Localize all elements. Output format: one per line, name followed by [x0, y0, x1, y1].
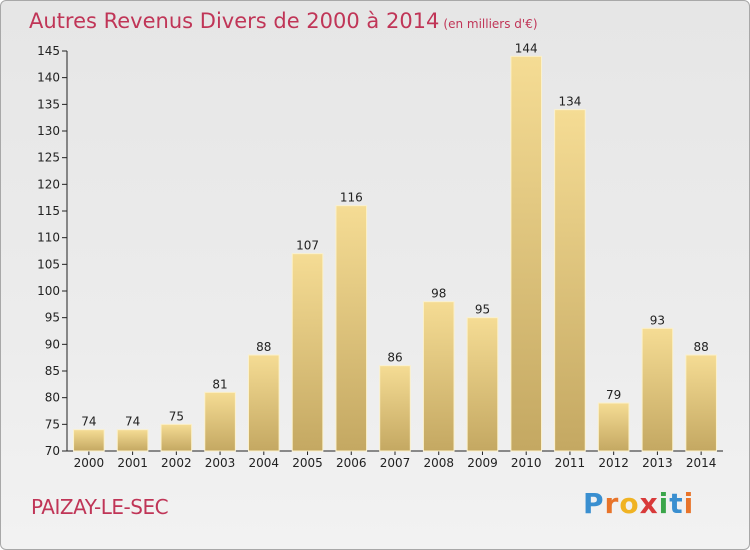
bar-value-label: 134 [558, 95, 581, 109]
bar [291, 253, 324, 452]
bar [685, 354, 717, 452]
bar-value-label: 116 [340, 191, 363, 205]
bar-value-label: 74 [81, 415, 96, 429]
chart-unit-label: (en milliers d'€) [443, 17, 538, 31]
bar [160, 423, 193, 452]
x-tick-label: 2010 [511, 456, 542, 470]
x-tick-label: 2005 [292, 456, 323, 470]
bar [247, 354, 280, 452]
y-tick-label: 135 [37, 97, 60, 111]
bar-value-label: 98 [431, 287, 446, 301]
y-tick-label: 110 [37, 231, 60, 245]
logo-letter: i [658, 487, 670, 520]
x-tick-label: 2002 [161, 456, 192, 470]
bar-value-label: 88 [256, 340, 271, 354]
bar-value-label: 95 [475, 303, 490, 317]
logo-letter: x [639, 487, 659, 520]
y-tick-label: 140 [37, 71, 60, 85]
bar [641, 327, 674, 452]
bar-value-label: 93 [650, 313, 665, 327]
bar [204, 391, 236, 452]
bar-value-label: 86 [387, 351, 402, 365]
bar [554, 109, 586, 452]
y-tick-label: 80 [45, 391, 60, 405]
logo-letter: t [669, 487, 684, 520]
bar-value-label: 75 [169, 409, 184, 423]
bar-value-label: 74 [125, 415, 140, 429]
logo-letter: r [604, 487, 620, 520]
bar [422, 301, 455, 452]
x-tick-label: 2006 [336, 456, 367, 470]
y-tick-label: 75 [45, 417, 60, 431]
x-tick-label: 2000 [74, 456, 105, 470]
y-tick-label: 90 [45, 337, 60, 351]
y-tick-label: 125 [37, 151, 60, 165]
y-tick-label: 105 [37, 257, 60, 271]
x-tick-label: 2013 [642, 456, 673, 470]
y-axis: 70 75 80 85 90 95 100 105 110 115 120 125 130 135 140 1… [37, 44, 68, 458]
x-tick-label: 2001 [117, 456, 148, 470]
bar [73, 429, 105, 452]
bar [116, 429, 149, 452]
x-tick-label: 2011 [555, 456, 586, 470]
bar-value-label: 88 [693, 340, 708, 354]
bar-value-label: 144 [515, 41, 538, 55]
bar [466, 317, 499, 452]
logo-letter: P [583, 487, 605, 520]
x-tick-label: 2008 [423, 456, 454, 470]
bar [379, 365, 411, 452]
x-tick-label: 2007 [380, 456, 411, 470]
logo-letter: i [683, 487, 695, 520]
bar [510, 55, 543, 452]
y-tick-label: 95 [45, 311, 60, 325]
bar-value-label: 107 [296, 239, 319, 253]
city-name: PAIZAY-LE-SEC [31, 495, 169, 519]
x-tick-label: 2003 [205, 456, 236, 470]
y-tick-label: 145 [37, 44, 60, 58]
bar-value-label: 81 [212, 377, 227, 391]
x-tick-label: 2014 [686, 456, 717, 470]
bar [335, 205, 368, 452]
chart-title-text: Autres Revenus Divers de 2000 à 2014 [29, 9, 440, 33]
y-tick-label: 120 [37, 177, 60, 191]
bars-group: 74 74 75 81 88 107 116 86 98 95 144 134 79 93 88 [73, 41, 717, 452]
y-tick-label: 115 [37, 204, 60, 218]
x-tick-label: 2004 [249, 456, 280, 470]
logo-letter: o [619, 487, 640, 520]
y-tick-label: 130 [37, 124, 60, 138]
y-tick-label: 100 [37, 284, 60, 298]
x-tick-label: 2012 [598, 456, 629, 470]
chart-title: Autres Revenus Divers de 2000 à 2014 (en … [29, 9, 538, 33]
bar-value-label: 79 [606, 388, 621, 402]
x-tick-label: 2009 [467, 456, 498, 470]
y-tick-label: 85 [45, 364, 60, 378]
proxiti-logo[interactable]: Proxiti [583, 487, 694, 520]
x-axis: 2000 2001 2002 2003 2004 2005 2006 2007 2008 2009… [67, 450, 723, 470]
bar [597, 402, 630, 452]
y-tick-label: 70 [45, 444, 60, 458]
